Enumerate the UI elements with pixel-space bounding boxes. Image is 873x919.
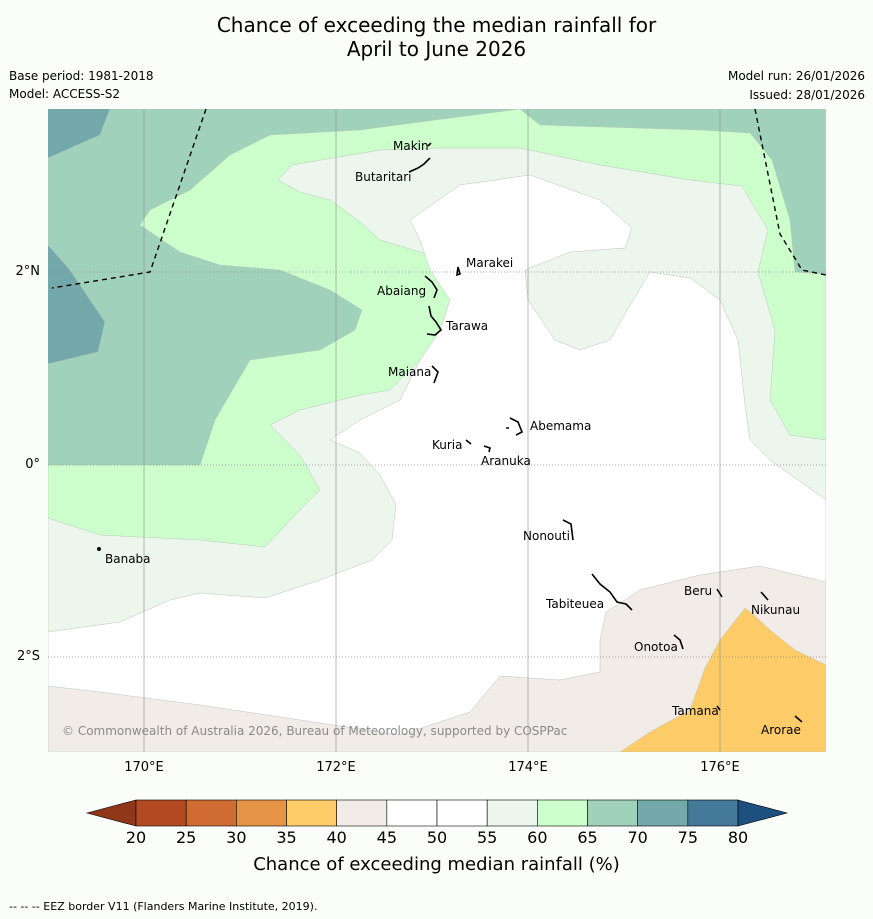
island-marakei [456,266,461,277]
lat-label-0: 0° [25,457,40,472]
grid-lat-lines [48,271,826,658]
colorbar-cell [386,799,438,827]
island-makin [427,142,432,147]
place-label-maiana: Maiana [388,365,432,379]
island-arorae [794,715,803,723]
place-label-banaba: Banaba [105,552,151,566]
grid-lines [143,109,721,752]
colorbar-cells [135,799,739,827]
place-label-arorae: Arorae [761,723,801,737]
colorbar-tick-label: 50 [426,828,448,847]
eez-borders [51,108,827,289]
colorbar-tick-label: 55 [476,828,498,847]
place-label-makin: Makin [393,139,429,153]
model-label: Model: ACCESS-S2 [9,87,121,101]
zone-35-40 [619,607,826,752]
island-banaba [97,546,102,551]
island-nikunau [760,591,769,601]
colorbar-tick-label: 80 [727,828,749,847]
colorbar [85,799,789,827]
colorbar-cell [486,799,538,827]
colorbar-cell [687,799,739,827]
colorbar-tick-label: 70 [627,828,648,847]
place-label-beru: Beru [684,584,713,598]
lat-label-2s: 2°S [16,649,40,664]
lon-label-174e: 174°E [508,760,548,775]
issued-label: Issued: 28/01/2026 [749,88,865,102]
island-maiana [431,365,439,384]
island-aranuka [483,445,491,453]
island-butaritari [408,157,431,173]
place-label-butaritari: Butaritari [355,170,412,184]
lon-label-170e: 170°E [124,760,164,775]
colorbar-cell [436,799,488,827]
colorbar-under-arrow [85,799,137,827]
zone-40-45 [48,565,826,752]
lon-label-172e: 172°E [316,760,356,775]
lon-label-176e: 176°E [700,760,740,775]
colorbar-tick-label: 75 [677,828,698,847]
colorbar-tick-label: 65 [577,828,598,847]
colorbar-cell [236,799,287,827]
place-label-abemama: Abemama [530,419,592,433]
island-abaiang [424,275,438,299]
colorbar-cell [537,799,588,827]
colorbar-tick-label: 35 [276,828,297,847]
colorbar-cell [637,799,689,827]
eez-border-east [754,108,827,276]
colorbar-cell [185,799,237,827]
island-tabiteuea [591,573,633,611]
island-tarawa [426,305,443,336]
islands [97,142,803,723]
chart-title-line2: April to June 2026 [346,37,527,61]
colorbar-title: Chance of exceeding median rainfall (%) [253,854,620,875]
place-label-marakei: Marakei [466,256,514,270]
colorbar-cell [286,799,337,827]
island-beru [716,588,723,598]
colorbar-cell [587,799,638,827]
colorbar-tick-label: 20 [125,828,147,847]
place-label-aranuka: Aranuka [481,454,531,468]
colorbar-tick-label: 60 [527,828,548,847]
island-kuria [465,439,472,445]
place-label-nikunau: Nikunau [751,603,801,617]
colorbar-over-arrow [737,799,789,827]
colorbar-tick-label: 30 [226,828,247,847]
place-label-tabiteuea: Tabiteuea [546,597,605,611]
colorbar-tick-label: 25 [175,828,197,847]
base-period-label: Base period: 1981-2018 [9,69,154,83]
copyright-notice: © Commonwealth of Australia 2026, Bureau… [62,724,568,738]
island-abemama [506,417,524,436]
colorbar-cell [135,799,187,827]
model-run-label: Model run: 26/01/2026 [727,69,865,83]
colorbar-tick-label: 40 [326,828,347,847]
lat-label-2n: 2°N [15,264,41,279]
place-label-tarawa: Tarawa [446,319,489,333]
place-label-kuria: Kuria [432,438,463,452]
island-onotoa [673,634,684,650]
chart-title-line1: Chance of exceeding the median rainfall … [216,13,657,37]
island-tamana [716,705,721,711]
eez-border-note: -- -- -- EEZ border V11 (Flanders Marine… [9,900,318,913]
colorbar-cell [336,799,388,827]
place-label-nonouti: Nonouti [523,529,570,543]
island-nonouti [562,519,574,541]
colorbar-tick-label: 45 [376,828,397,847]
place-label-onotoa: Onotoa [634,640,678,654]
eez-border-west [51,108,207,289]
place-label-tamana: Tamana [672,704,719,718]
place-label-abaiang: Abaiang [377,284,427,298]
